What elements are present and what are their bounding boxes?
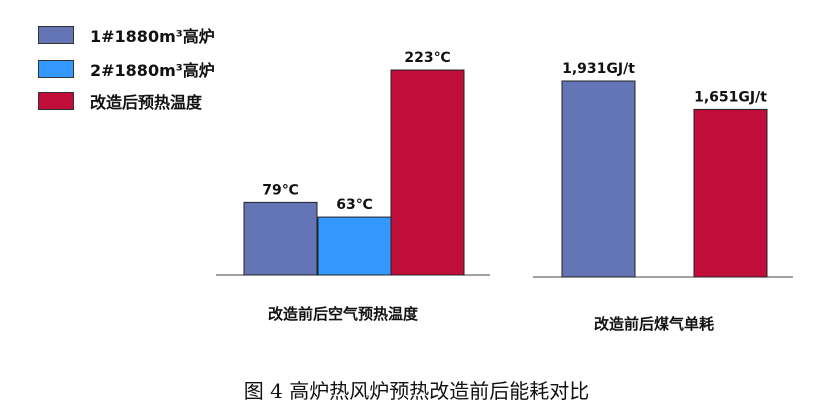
chart1-xlabel: 改造前后空气预热温度: [268, 305, 419, 323]
chart1-bar-3: [390, 69, 465, 276]
legend-label-1: 1#1880m³高炉: [90, 27, 215, 46]
chart2-data-label-2: 1,651GJ/t: [694, 89, 767, 105]
chart1-bar-2: [317, 216, 392, 276]
chart2-bar-1: [561, 80, 636, 278]
chart1-data-label-3: 223℃: [404, 50, 450, 66]
legend-swatch-1: [38, 26, 74, 44]
chart1-data-label-1: 79℃: [262, 182, 298, 198]
chart1-bar-1: [243, 201, 318, 276]
chart2-xlabel: 改造前后煤气单耗: [594, 315, 715, 333]
chart2-data-label-1: 1,931GJ/t: [562, 61, 635, 77]
legend-item-3: 改造后预热温度: [38, 89, 202, 113]
legend-swatch-2: [38, 60, 74, 78]
legend-label-3: 改造后预热温度: [90, 93, 203, 112]
chart2-bar-2: [693, 108, 768, 278]
legend-item-2: 2#1880m³高炉: [38, 57, 215, 81]
legend-label-2: 2#1880m³高炉: [90, 61, 215, 80]
chart1-data-label-2: 63℃: [336, 197, 372, 213]
legend-swatch-3: [38, 92, 74, 110]
figure-caption: 图 4 高炉热风炉预热改造前后能耗对比: [243, 379, 590, 403]
legend-item-1: 1#1880m³高炉: [38, 23, 215, 47]
